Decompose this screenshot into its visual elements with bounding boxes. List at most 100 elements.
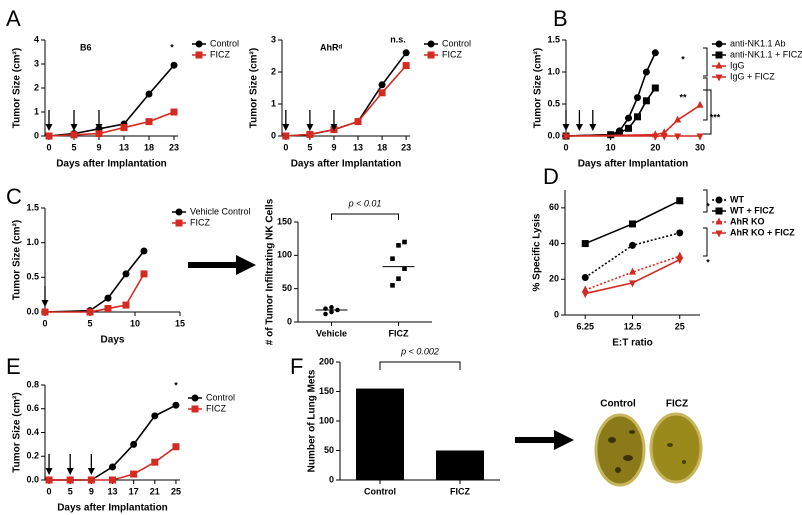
marker xyxy=(696,100,704,108)
y-tick-label: 0.4 xyxy=(26,427,39,437)
marker xyxy=(696,133,704,141)
dot xyxy=(329,309,334,315)
x-tick-label: 18 xyxy=(144,142,154,152)
marker xyxy=(674,133,682,141)
arrow-head xyxy=(87,468,95,475)
y-tick-label: 1.0 xyxy=(26,237,39,247)
bracket xyxy=(703,189,708,213)
x-tick-label: 30 xyxy=(695,142,705,152)
marker xyxy=(629,241,636,249)
x-tick-label: 6.25 xyxy=(576,321,594,331)
bracket xyxy=(703,47,708,77)
marker xyxy=(651,133,659,141)
x-tick-label: 9 xyxy=(89,486,94,496)
x-tick-label: 9 xyxy=(96,142,101,152)
dot xyxy=(329,305,334,310)
dot xyxy=(390,283,395,288)
arrow-head xyxy=(282,124,290,131)
marker xyxy=(45,132,53,140)
y-axis-label: Tumor Size (cm²) xyxy=(533,48,544,128)
marker xyxy=(581,274,589,281)
marker xyxy=(378,89,386,97)
y-axis-label: Tumor Size (cm²) xyxy=(12,220,23,300)
marker xyxy=(616,129,624,137)
marker xyxy=(715,217,723,225)
marker xyxy=(104,294,112,302)
marker xyxy=(581,240,589,248)
legend-label: FICZ xyxy=(210,49,230,59)
chart-panel: 0 50 100 150# of Tumor Infiltrating NK Cell… xyxy=(265,198,432,345)
series-line xyxy=(285,52,407,137)
annotation: ** xyxy=(679,92,687,102)
x-tick-label: 5 xyxy=(87,318,92,328)
legend-label: FICZ xyxy=(206,403,226,413)
y-tick-label: 20 xyxy=(549,274,559,284)
series-line xyxy=(585,258,681,295)
y-tick-label: 0 xyxy=(34,130,39,140)
legend-label: IgG xyxy=(730,60,745,70)
marker xyxy=(715,40,723,48)
legend-label: anti-NK1.1 + FICZ xyxy=(730,49,802,59)
marker xyxy=(629,267,636,275)
annotation: p < 0.01 xyxy=(348,198,382,208)
marker xyxy=(122,270,130,278)
legend-label: Control xyxy=(206,392,235,402)
x-tick-label: 9 xyxy=(331,142,336,152)
x-tick-label: 18 xyxy=(377,142,387,152)
panel-label: D xyxy=(543,164,559,189)
marker xyxy=(625,114,633,122)
x-tick-label: 5 xyxy=(307,142,312,152)
marker xyxy=(45,476,53,484)
y-tick-label: 1.0 xyxy=(547,66,560,76)
marker xyxy=(145,90,153,98)
dot xyxy=(396,276,401,281)
marker xyxy=(562,133,570,141)
bracket xyxy=(703,89,712,135)
x-tick-label: 5 xyxy=(71,142,76,152)
panel-label: F xyxy=(290,354,303,379)
marker xyxy=(151,412,159,420)
y-axis-label: Tumor Size (cm²) xyxy=(12,48,23,128)
y-tick-label: 0.6 xyxy=(26,403,39,413)
series-line xyxy=(584,255,681,291)
x-tick-label: 25 xyxy=(675,321,685,331)
marker xyxy=(354,118,362,126)
marker xyxy=(642,68,650,76)
bracket xyxy=(703,227,708,257)
marker xyxy=(41,308,49,316)
bar xyxy=(356,388,404,480)
legend-label: WT + FICZ xyxy=(730,205,775,215)
bracket xyxy=(331,213,399,220)
arrow-head xyxy=(45,468,53,475)
marker xyxy=(651,84,659,92)
marker xyxy=(130,440,138,448)
y-tick-label: 0.0 xyxy=(26,474,39,484)
y-tick-label: 0.5 xyxy=(547,98,560,108)
annotation: * xyxy=(706,257,710,267)
arrow-head xyxy=(562,124,570,131)
arrow-head xyxy=(66,468,74,475)
panel-label: B xyxy=(553,6,568,31)
x-tick-label: 5 xyxy=(68,486,73,496)
legend-label: AhR KO + FICZ xyxy=(730,227,795,237)
x-axis-label: Days after Implantation xyxy=(578,159,689,170)
y-tick-label: 1 xyxy=(34,106,39,116)
x-tick-label: Control xyxy=(364,486,396,496)
y-tick-label: 2 xyxy=(34,82,39,92)
marker xyxy=(122,301,130,309)
y-axis-label: # of Tumor Infiltrating NK Cells xyxy=(265,198,276,345)
bracket xyxy=(379,361,461,370)
y-tick-label: 3 xyxy=(34,58,39,68)
y-tick-label: 0.0 xyxy=(547,130,560,140)
marker xyxy=(676,229,684,237)
y-tick-label: 0 xyxy=(271,130,276,140)
x-tick-label: 20 xyxy=(650,142,660,152)
legend-label: WT xyxy=(730,194,744,204)
arrow-head xyxy=(95,124,103,131)
x-tick-label: 0 xyxy=(42,318,47,328)
marker xyxy=(145,118,153,126)
annotation: p < 0.002 xyxy=(400,346,439,356)
arrow-head xyxy=(306,124,314,131)
